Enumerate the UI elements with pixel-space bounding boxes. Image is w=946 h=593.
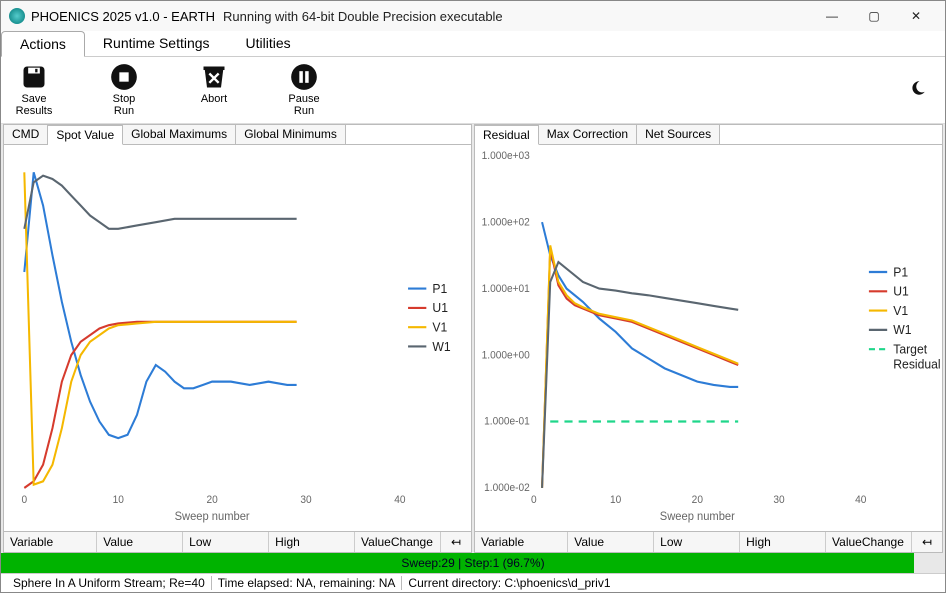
svg-text:W1: W1: [432, 340, 450, 354]
tab-residual[interactable]: Residual: [475, 125, 539, 145]
svg-text:W1: W1: [893, 323, 911, 337]
svg-text:Sweep number: Sweep number: [175, 511, 250, 523]
right-table-header: Variable Value Low High ValueChange ↤: [475, 531, 942, 552]
svg-text:1.000e+03: 1.000e+03: [482, 151, 530, 162]
svg-text:1.000e+02: 1.000e+02: [482, 217, 530, 228]
stop-run-label: StopRun: [113, 93, 136, 117]
right-panel: Residual Max Correction Net Sources 0 10 2…: [474, 124, 943, 553]
th-variable[interactable]: Variable: [4, 532, 97, 552]
svg-text:1.000e-01: 1.000e-01: [484, 417, 530, 428]
svg-text:10: 10: [610, 495, 621, 506]
window-title: PHOENICS 2025 v1.0 - EARTH: [31, 9, 215, 24]
left-plot: 0 10 20 30 40 Sweep number P1 U1 V1 W1: [4, 145, 471, 531]
th-valuechange-r[interactable]: ValueChange: [826, 532, 912, 552]
svg-text:20: 20: [206, 495, 217, 506]
panels: CMD Spot Value Global Maximums Global Mi…: [1, 124, 945, 553]
status-time: Time elapsed: NA, remaining: NA: [212, 576, 403, 590]
svg-text:40: 40: [855, 495, 866, 506]
svg-text:40: 40: [394, 495, 405, 506]
save-results-button[interactable]: SaveResults: [9, 63, 59, 117]
th-low[interactable]: Low: [183, 532, 269, 552]
trash-icon: [200, 63, 228, 91]
tab-global-maximums[interactable]: Global Maximums: [123, 125, 236, 144]
left-panel: CMD Spot Value Global Maximums Global Mi…: [3, 124, 472, 553]
titlebar: PHOENICS 2025 v1.0 - EARTH Running with …: [1, 1, 945, 31]
progress-bar-remaining: [914, 553, 945, 573]
save-icon: [20, 63, 48, 91]
menu-tab-actions[interactable]: Actions: [1, 31, 85, 57]
svg-text:U1: U1: [893, 284, 909, 298]
right-table-collapse-icon[interactable]: ↤: [912, 532, 942, 552]
svg-text:30: 30: [773, 495, 784, 506]
svg-text:P1: P1: [432, 282, 447, 296]
tab-net-sources[interactable]: Net Sources: [637, 125, 720, 144]
svg-text:1.000e-02: 1.000e-02: [484, 483, 530, 494]
window-controls: ― ▢ ✕: [811, 5, 937, 27]
toolbar: SaveResults StopRun Abort PauseRun: [1, 57, 945, 124]
svg-text:0: 0: [21, 495, 27, 506]
svg-text:10: 10: [113, 495, 124, 506]
th-value[interactable]: Value: [97, 532, 183, 552]
svg-text:Target: Target: [893, 342, 927, 356]
left-table-collapse-icon[interactable]: ↤: [441, 532, 471, 552]
svg-text:20: 20: [692, 495, 703, 506]
menu-tab-utilities[interactable]: Utilities: [228, 31, 309, 56]
pause-icon: [290, 63, 318, 91]
status-case: Sphere In A Uniform Stream; Re=40: [7, 576, 212, 590]
svg-text:V1: V1: [893, 304, 908, 318]
app-icon: [9, 8, 25, 24]
svg-text:1.000e+01: 1.000e+01: [482, 284, 530, 295]
statusbar: Sphere In A Uniform Stream; Re=40 Time e…: [1, 573, 945, 592]
tab-spot-value[interactable]: Spot Value: [48, 125, 123, 145]
left-plot-tabs: CMD Spot Value Global Maximums Global Mi…: [4, 125, 471, 145]
tab-global-minimums[interactable]: Global Minimums: [236, 125, 346, 144]
menu-tab-runtime-settings[interactable]: Runtime Settings: [85, 31, 228, 56]
svg-text:1.000e+00: 1.000e+00: [482, 350, 530, 361]
stop-icon: [110, 63, 138, 91]
status-dir: Current directory: C:\phoenics\d_priv1: [402, 576, 616, 590]
th-high-r[interactable]: High: [740, 532, 826, 552]
right-plot-tabs: Residual Max Correction Net Sources: [475, 125, 942, 145]
maximize-button[interactable]: ▢: [853, 5, 895, 27]
menubar: Actions Runtime Settings Utilities: [1, 31, 945, 57]
svg-text:0: 0: [531, 495, 537, 506]
th-high[interactable]: High: [269, 532, 355, 552]
progress-bar: Sweep:29 | Step:1 (96.7%): [1, 553, 945, 573]
pause-run-label: PauseRun: [288, 93, 319, 117]
abort-label: Abort: [201, 93, 227, 105]
svg-text:V1: V1: [432, 320, 447, 334]
minimize-button[interactable]: ―: [811, 5, 853, 27]
tab-cmd[interactable]: CMD: [4, 125, 48, 144]
stop-run-button[interactable]: StopRun: [99, 63, 149, 117]
th-low-r[interactable]: Low: [654, 532, 740, 552]
svg-text:Sweep number: Sweep number: [660, 511, 735, 523]
abort-button[interactable]: Abort: [189, 63, 239, 105]
svg-text:P1: P1: [893, 265, 908, 279]
pause-run-button[interactable]: PauseRun: [279, 63, 329, 117]
close-button[interactable]: ✕: [895, 5, 937, 27]
th-value-r[interactable]: Value: [568, 532, 654, 552]
right-plot: 0 10 20 30 40 1.000e-02 1.000e-01 1.000e+00 1.00…: [475, 145, 942, 531]
theme-toggle[interactable]: [909, 79, 937, 102]
progress-label: Sweep:29 | Step:1 (96.7%): [401, 556, 544, 570]
th-valuechange[interactable]: ValueChange: [355, 532, 441, 552]
moon-icon: [909, 79, 927, 97]
th-variable-r[interactable]: Variable: [475, 532, 568, 552]
save-results-label: SaveResults: [16, 93, 53, 117]
window-subtitle: Running with 64-bit Double Precision exe…: [223, 9, 503, 24]
tab-max-correction[interactable]: Max Correction: [539, 125, 637, 144]
svg-text:30: 30: [300, 495, 311, 506]
svg-text:Residual: Residual: [893, 357, 940, 371]
svg-text:U1: U1: [432, 301, 448, 315]
left-table-header: Variable Value Low High ValueChange ↤: [4, 531, 471, 552]
